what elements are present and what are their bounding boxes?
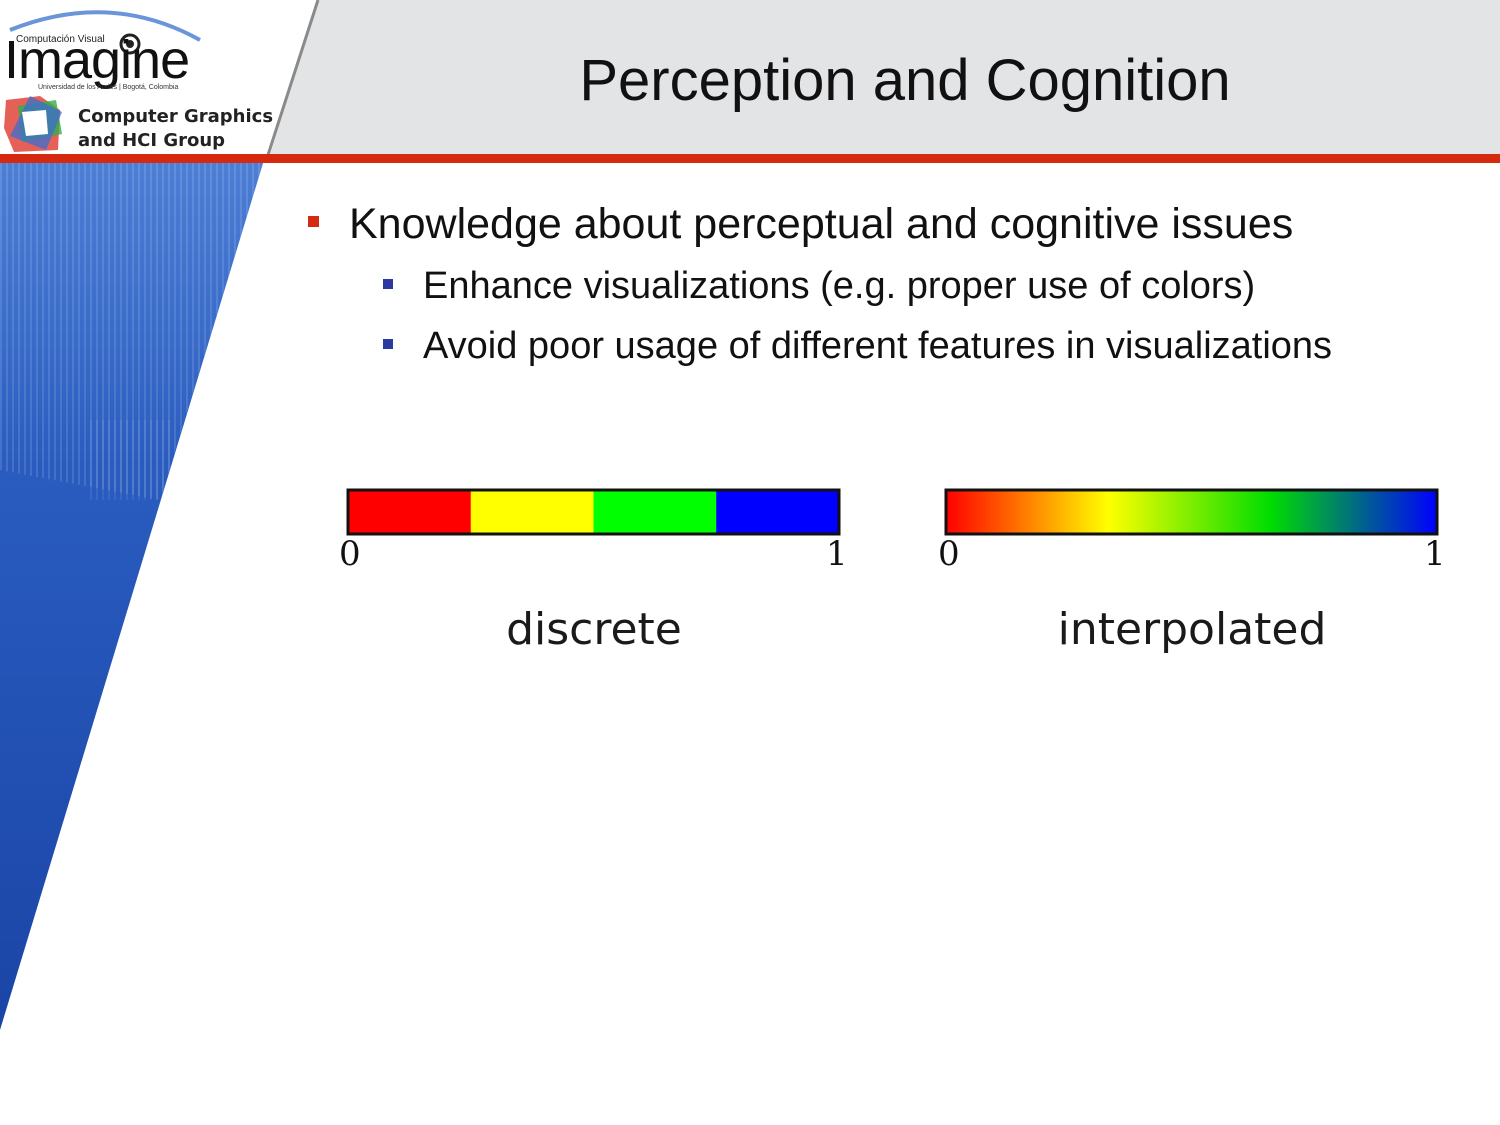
logo-panel: Computación Visual Imagine Universidad d…: [0, 0, 320, 156]
bullet-marker-icon: [308, 216, 319, 227]
sub-bullet-item: Avoid poor usage of different features i…: [423, 325, 1333, 367]
sidebar-decoration: [0, 160, 264, 1030]
interpolated-colormap: [944, 488, 1439, 536]
interpolated-min-label: 0: [938, 534, 960, 574]
discrete-caption: discrete: [506, 604, 682, 655]
institution-logo: [0, 0, 320, 156]
logo-subtitle: Universidad de los Andes | Bogotá, Colom…: [38, 84, 179, 91]
discrete-max-label: 1: [826, 534, 848, 574]
discrete-color-segment: [593, 490, 717, 534]
discrete-color-segment: [348, 490, 472, 534]
discrete-color-segment: [470, 490, 594, 534]
interpolated-max-label: 1: [1424, 534, 1446, 574]
sub-bullet-item: Enhance visualizations (e.g. proper use …: [423, 265, 1256, 307]
bullet-marker-icon: [383, 279, 393, 289]
logo-brand: Imagine: [4, 30, 190, 90]
discrete-colormap: [348, 490, 840, 534]
bullet-item: Knowledge about perceptual and cognitive…: [349, 200, 1294, 248]
slide-title: Perception and Cognition: [579, 48, 1231, 113]
discrete-min-label: 0: [339, 534, 361, 574]
discrete-colormap-frame: [346, 488, 841, 536]
logo-group-line1: Computer Graphics: [78, 106, 274, 127]
bullet-marker-icon: [383, 339, 393, 349]
logo-top-text: Computación Visual: [16, 34, 105, 45]
discrete-color-segment: [716, 490, 840, 534]
header-divider: [0, 154, 1500, 163]
interpolated-caption: interpolated: [1057, 604, 1327, 655]
logo-group-line2: and HCI Group: [78, 130, 226, 151]
